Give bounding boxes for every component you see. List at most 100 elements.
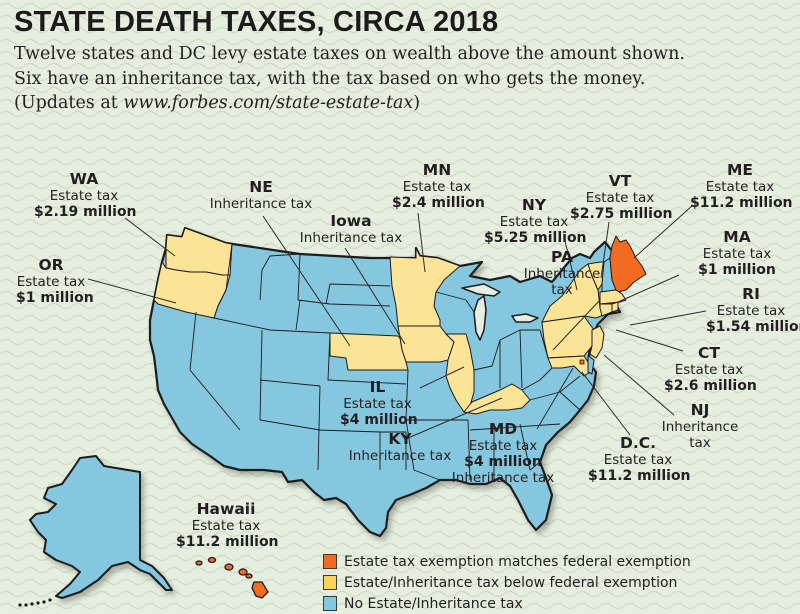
label-amount: $11.2 million	[588, 468, 691, 484]
legend-item-below-federal: Estate/Inheritance tax below federal exe…	[323, 572, 691, 593]
label-kind: Estate tax	[705, 179, 775, 195]
label-kind: Estate tax	[191, 518, 261, 534]
label-vt: VT Estate tax $2.75 million	[570, 172, 673, 222]
label-pa: PA Inheritance tax	[522, 248, 602, 298]
state-ma	[599, 289, 627, 305]
label-amount: $11.2 million	[176, 534, 279, 550]
label-kind: Estate tax	[468, 438, 538, 454]
label-ne: NE Inheritance tax	[206, 178, 316, 212]
subtitle-prefix: (Updates at	[14, 93, 124, 113]
label-iowa: Iowa Inheritance tax	[296, 212, 406, 246]
state-dc	[579, 359, 585, 365]
state-wa	[165, 227, 233, 276]
legend-item-matches-federal: Estate tax exemption matches federal exe…	[323, 551, 691, 572]
blue-swatch-icon	[323, 596, 337, 611]
label-kind: Inheritance	[523, 266, 601, 282]
label-state: RI	[742, 285, 760, 303]
orange-swatch-icon	[323, 554, 337, 569]
label-state: KY	[388, 430, 412, 448]
state-ky	[463, 383, 531, 415]
leader-me	[633, 204, 694, 259]
legend: Estate tax exemption matches federal exe…	[323, 551, 691, 614]
leader-ri	[629, 310, 707, 326]
label-ny: NY Estate tax $5.25 million	[484, 196, 587, 246]
subtitle-line-3: (Updates at www.forbes.com/state-estate-…	[14, 91, 685, 116]
label-kind: Estate tax	[402, 179, 472, 195]
contiguous-us	[148, 226, 624, 538]
label-kind: Inheritance tax	[209, 196, 313, 212]
state-nj	[589, 325, 605, 359]
forbes-url-link[interactable]: www.forbes.com/state-estate-tax	[123, 93, 414, 113]
label-kind: Inheritance tax	[348, 448, 452, 464]
subtitle-suffix: )	[413, 93, 421, 113]
label-state: IL	[369, 378, 386, 396]
label-state: D.C.	[619, 434, 657, 452]
label-state: NJ	[690, 401, 710, 419]
label-kind-2: tax	[689, 435, 711, 451]
label-kind: Inheritance	[661, 419, 739, 435]
label-state: VT	[608, 172, 632, 190]
label-or: OR Estate tax $1 million	[16, 256, 94, 306]
label-state: Iowa	[330, 212, 372, 230]
legend-label: Estate/Inheritance tax below federal exe…	[344, 574, 678, 591]
leader-dc	[581, 371, 631, 436]
leader-mn	[417, 212, 426, 273]
leader-wa	[124, 217, 176, 257]
label-amount: $2.19 million	[34, 204, 137, 220]
subtitle: Twelve states and DC levy estate taxes o…	[14, 42, 685, 116]
label-amount: $1 million	[698, 262, 776, 278]
label-kind: Estate tax	[499, 214, 569, 230]
label-amount: $11.2 million	[690, 195, 793, 211]
label-kind: Estate tax	[716, 303, 786, 319]
label-state: Hawaii	[196, 500, 256, 518]
label-hawaii: Hawaii Estate tax $11.2 million	[176, 500, 279, 550]
label-state: NY	[521, 196, 547, 214]
label-mn: MN Estate tax $2.4 million	[392, 161, 485, 211]
label-il: IL Estate tax $4 million	[340, 378, 418, 428]
label-state: CT	[698, 344, 720, 362]
leader-ma	[617, 274, 680, 303]
state-mn	[389, 247, 461, 327]
label-ct: CT Estate tax $2.6 million	[664, 344, 757, 394]
label-kind: Estate tax	[674, 362, 744, 378]
great-lakes	[461, 283, 539, 341]
label-kind: Estate tax	[16, 274, 86, 290]
label-amount: $1.54 million	[706, 319, 800, 335]
leader-pa	[552, 299, 601, 351]
yellow-swatch-icon	[323, 575, 337, 590]
state-pa	[541, 315, 595, 359]
label-amount: $1 million	[16, 290, 94, 306]
state-ct	[599, 303, 613, 317]
state-hi	[195, 556, 269, 599]
label-state: NE	[249, 178, 273, 196]
label-state: MD	[488, 420, 518, 438]
label-kind-2: Inheritance tax	[451, 470, 555, 486]
label-kind: Estate tax	[343, 396, 412, 412]
label-kind: Estate tax	[49, 188, 119, 204]
label-state: WA	[69, 170, 99, 188]
legend-label: Estate tax exemption matches federal exe…	[344, 553, 691, 570]
leader-ct	[615, 329, 684, 352]
legend-label: No Estate/Inheritance tax	[344, 595, 523, 612]
label-ri: RI Estate tax $1.54 million	[706, 285, 800, 335]
label-state: MA	[723, 228, 751, 246]
label-amount: $2.75 million	[570, 206, 673, 222]
state-ri	[611, 301, 619, 313]
label-state: MN	[422, 161, 452, 179]
state-de	[587, 355, 595, 375]
leader-nj	[603, 354, 675, 416]
legend-item-no-tax: No Estate/Inheritance tax	[323, 593, 691, 614]
leader-or	[87, 278, 177, 304]
label-ky: KY Inheritance tax	[340, 430, 460, 464]
leader-il	[419, 366, 465, 389]
subtitle-line-2: Six have an inheritance tax, with the ta…	[14, 68, 646, 89]
label-kind-2: tax	[551, 282, 573, 298]
leader-iowa	[344, 247, 406, 345]
label-state: ME	[726, 161, 753, 179]
state-md	[547, 355, 591, 377]
label-md: MD Estate tax $4 million Inheritance tax	[448, 420, 558, 486]
label-amount: $4 million	[464, 454, 542, 470]
state-me	[609, 235, 647, 293]
page-title: STATE DEATH TAXES, CIRCA 2018	[14, 6, 499, 38]
